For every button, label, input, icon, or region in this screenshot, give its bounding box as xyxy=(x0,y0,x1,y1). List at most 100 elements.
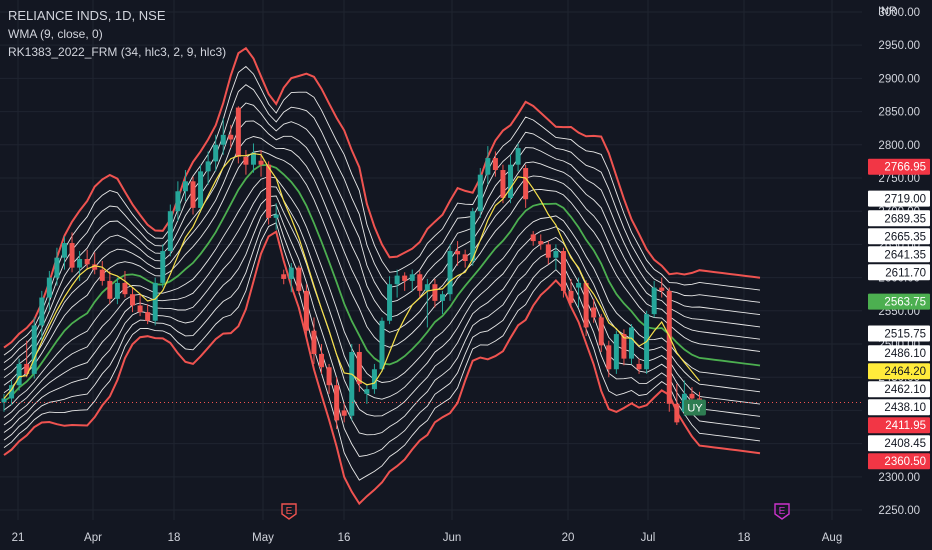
x-tick-label: 20 xyxy=(562,532,575,544)
price-label-box xyxy=(868,399,930,416)
candle-down xyxy=(689,393,695,399)
candle-up xyxy=(409,274,415,281)
time-axis[interactable]: 21 Apr 18 May 16 Jun 20 Jul 18 Aug xyxy=(12,532,843,544)
candle-up xyxy=(576,282,582,288)
band-indicator-legend[interactable]: RK1383_2022_FRM (34, hlc3, 2, 9, hlc3) xyxy=(8,45,227,59)
band-line-inner xyxy=(3,195,761,426)
candle-up xyxy=(114,282,120,299)
candle-up xyxy=(175,191,181,212)
band-line-inner xyxy=(3,213,761,457)
candle-down xyxy=(107,280,113,299)
candle-up xyxy=(220,134,226,145)
candle-down xyxy=(296,267,302,291)
earnings-marker-icon xyxy=(281,503,297,520)
price-label-box xyxy=(868,453,930,470)
price-label-box xyxy=(868,381,930,398)
candle-up xyxy=(485,158,491,175)
candle-down xyxy=(303,290,309,331)
wma-legend[interactable]: WMA (9, close, 0) xyxy=(8,27,103,41)
price-label-text: 2641.35 xyxy=(884,249,926,261)
candle-down xyxy=(326,367,332,386)
candle-down xyxy=(341,410,347,416)
price-label-box xyxy=(868,246,930,263)
price-label-text: 2360.50 xyxy=(884,456,926,468)
price-label-text: 2563.75 xyxy=(884,297,926,309)
x-tick-label: Jul xyxy=(641,532,656,544)
earnings-marker-label: E xyxy=(286,506,293,517)
price-label-text: 2464.20 xyxy=(884,366,926,378)
candle-down xyxy=(281,274,287,279)
candle-up xyxy=(508,164,514,198)
candle-up xyxy=(439,294,445,301)
candle-up xyxy=(349,351,355,416)
candle-down xyxy=(130,294,136,306)
band-line-outer xyxy=(3,230,761,506)
candle-up xyxy=(152,282,158,321)
candle-down xyxy=(523,168,529,200)
price-label-box xyxy=(868,264,930,281)
candle-up xyxy=(288,267,294,279)
price-label-box xyxy=(868,293,930,310)
signal-label-text: UY xyxy=(687,402,703,414)
candle-up xyxy=(39,297,45,326)
band-line-inner xyxy=(3,120,761,379)
price-label-text: 2719.00 xyxy=(884,194,926,206)
price-label-text: 2462.10 xyxy=(884,384,926,396)
candle-up xyxy=(628,327,634,359)
x-tick-label: 16 xyxy=(338,532,351,544)
x-tick-label: Apr xyxy=(84,532,102,544)
candle-up xyxy=(477,174,483,212)
candle-down xyxy=(99,269,105,281)
y-tick-label: 2750.00 xyxy=(878,173,920,185)
candle-down xyxy=(598,317,604,346)
band-line-inner xyxy=(3,102,761,371)
x-tick-label: Aug xyxy=(822,532,842,544)
candle-down xyxy=(69,243,75,268)
x-tick-label: 18 xyxy=(168,532,181,544)
candle-down xyxy=(462,254,468,261)
earnings-marker-icon xyxy=(774,503,790,520)
candle-down xyxy=(492,158,498,171)
currency-label: INR xyxy=(878,5,897,17)
candle-up xyxy=(1,398,7,403)
x-tick-label: 21 xyxy=(12,532,25,544)
candle-down xyxy=(666,290,672,404)
y-tick-label: 2300.00 xyxy=(878,472,920,484)
candle-down xyxy=(266,164,272,218)
candle-up xyxy=(613,334,619,370)
candle-up xyxy=(54,257,60,278)
candle-down xyxy=(145,312,151,321)
candle-up xyxy=(167,211,173,252)
candle-down xyxy=(583,282,589,328)
candle-up xyxy=(205,161,211,172)
price-label-box xyxy=(868,417,930,434)
candle-down xyxy=(560,251,566,291)
candle-up xyxy=(46,277,52,298)
price-label-box xyxy=(868,228,930,245)
y-tick-label: 3000.00 xyxy=(878,7,920,19)
candle-down xyxy=(243,156,249,165)
price-label-box xyxy=(868,435,930,452)
price-label-text: 2438.10 xyxy=(884,402,926,414)
candle-down xyxy=(530,234,536,242)
markers: UY E E xyxy=(281,399,790,520)
y-tick-label: 2250.00 xyxy=(878,505,920,517)
price-label-box xyxy=(868,210,930,227)
x-tick-label: May xyxy=(252,532,274,544)
candle-down xyxy=(591,307,597,318)
band-line-inner xyxy=(3,65,761,356)
candle-down xyxy=(92,264,98,270)
candle-down xyxy=(137,305,143,313)
price-label-text: 2766.95 xyxy=(884,162,926,174)
y-tick-label: 2900.00 xyxy=(878,73,920,85)
band-line-inner xyxy=(3,176,761,411)
candle-up xyxy=(424,284,430,291)
candle-down xyxy=(432,284,438,301)
y-tick-label: 2950.00 xyxy=(878,40,920,52)
candle-down xyxy=(235,107,241,157)
wma-path xyxy=(3,152,700,399)
candle-down xyxy=(545,244,551,258)
symbol-title[interactable]: RELIANCE INDS, 1D, NSE xyxy=(8,8,166,23)
candle-down xyxy=(84,259,90,265)
